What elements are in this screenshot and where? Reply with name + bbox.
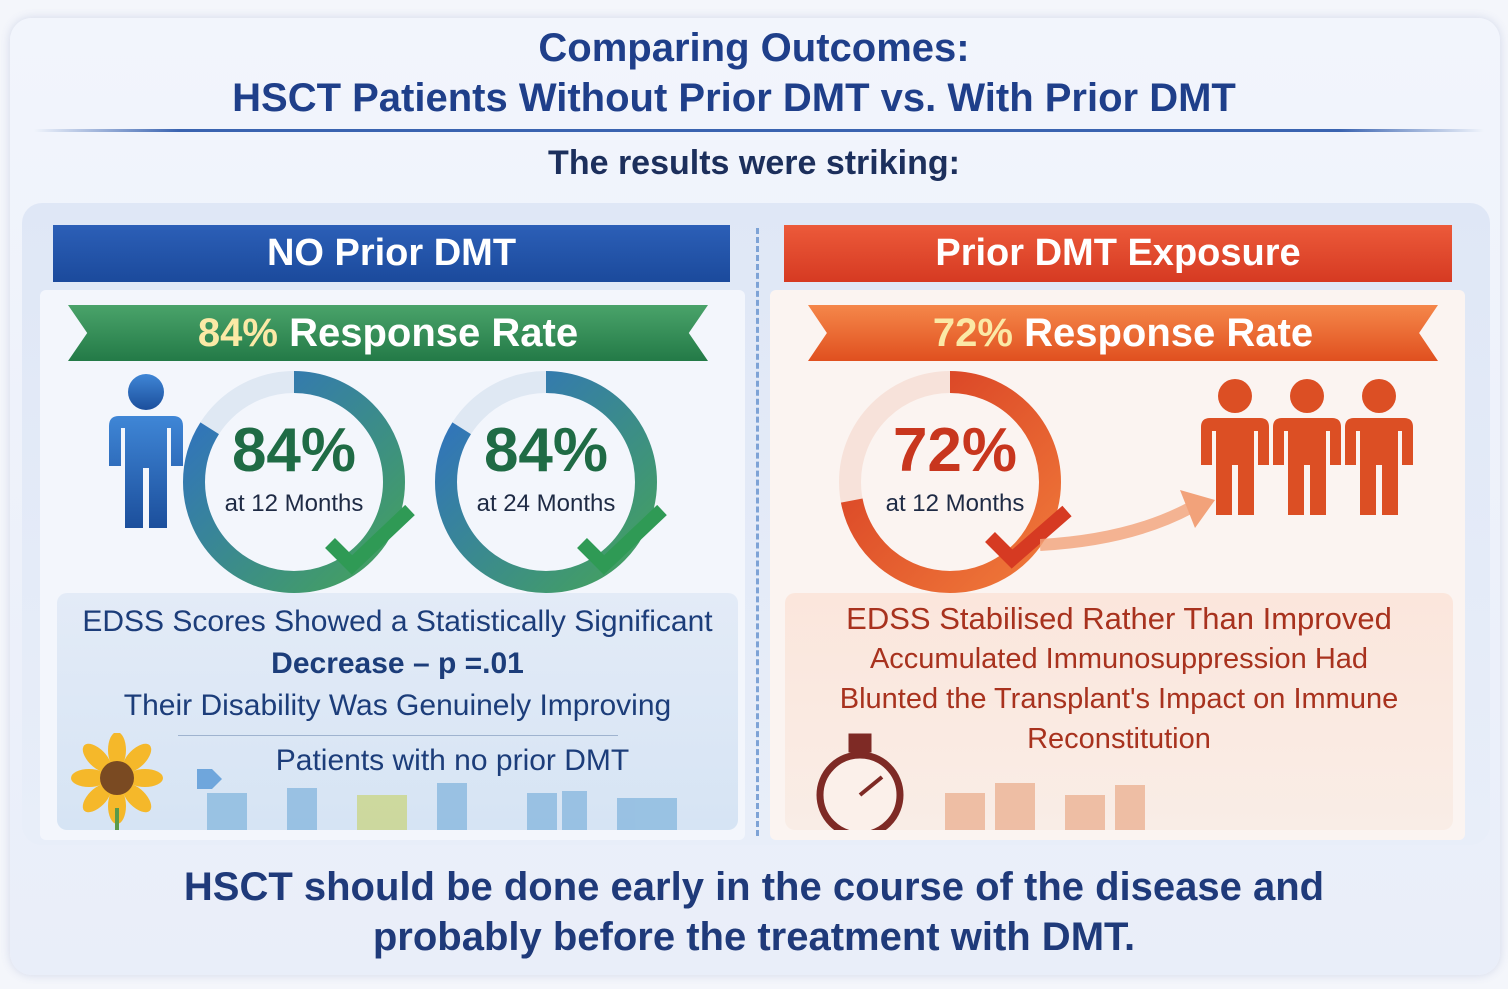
finding-line: EDSS Stabilised Rather Than Improved: [846, 601, 1392, 636]
people-group-icon: [1201, 379, 1413, 515]
person-icon: [109, 374, 183, 528]
finding-line: Their Disability Was Genuinely Improving: [123, 689, 672, 722]
ribbon-text: Response Rate: [1012, 311, 1314, 355]
left-response-ribbon: 84% Response Rate: [68, 305, 708, 361]
gauge-arc: [183, 371, 405, 593]
gauge-value: 72%: [892, 416, 1018, 485]
sunflower-city-illustration: [71, 733, 677, 830]
gauge-value: 84%: [231, 416, 357, 485]
checkmark-icon: [985, 505, 1072, 569]
ribbon-percent: 84%: [197, 311, 278, 355]
dashed-divider: [756, 228, 759, 836]
arrow-icon: [1040, 490, 1215, 551]
gauge-caption: at 24 Months: [476, 490, 616, 517]
title-divider: [34, 129, 1484, 132]
title-line-1: Comparing Outcomes:: [538, 26, 970, 70]
ribbon-text: Response Rate: [277, 311, 579, 355]
finding-line: EDSS Scores Showed a Statistically Signi…: [82, 605, 713, 638]
left-header: NO Prior DMT: [53, 225, 730, 282]
gauge-caption: at 12 Months: [885, 490, 1025, 517]
finding-line: Accumulated Immunosuppression Had: [869, 643, 1369, 675]
conclusion-line: probably before the treatment with DMT.: [372, 915, 1136, 959]
gauge-label: 84% at 24 Months: [431, 420, 661, 518]
gauge-label: 84% at 12 Months: [179, 420, 409, 518]
gauge-caption: at 12 Months: [224, 490, 364, 517]
checkmark-icon: [577, 505, 667, 575]
gauge-right-12m: [839, 371, 1061, 593]
finding-line: Decrease – p =.01: [271, 647, 524, 680]
checkmark-icon: [325, 505, 415, 575]
gauge-arc: [435, 371, 657, 593]
right-response-ribbon: 72% Response Rate: [808, 305, 1438, 361]
finding-line: Reconstitution: [1027, 723, 1211, 755]
left-findings-box: EDSS Scores Showed a Statistically Signi…: [57, 593, 738, 830]
stopwatch-city-illustration: [816, 733, 1145, 830]
gauge-value: 84%: [483, 416, 609, 485]
gauge-left-12m: [183, 371, 405, 593]
conclusion: HSCT should be done early in the course …: [0, 862, 1508, 962]
gauge-arc: [839, 371, 1061, 593]
footer-label: Patients with no prior DMT: [275, 744, 630, 777]
ribbon-percent: 72%: [932, 311, 1013, 355]
gauge-label: 72% at 12 Months: [840, 420, 1070, 518]
conclusion-line: HSCT should be done early in the course …: [183, 865, 1325, 909]
gauge-left-24m: [435, 371, 657, 593]
finding-line: Blunted the Transplant's Impact on Immun…: [839, 683, 1399, 715]
title-line-2: HSCT Patients Without Prior DMT vs. With…: [232, 76, 1236, 120]
right-header: Prior DMT Exposure: [784, 225, 1452, 282]
subtitle: The results were striking:: [548, 144, 960, 182]
right-findings-box: EDSS Stabilised Rather Than Improved Acc…: [785, 593, 1453, 830]
